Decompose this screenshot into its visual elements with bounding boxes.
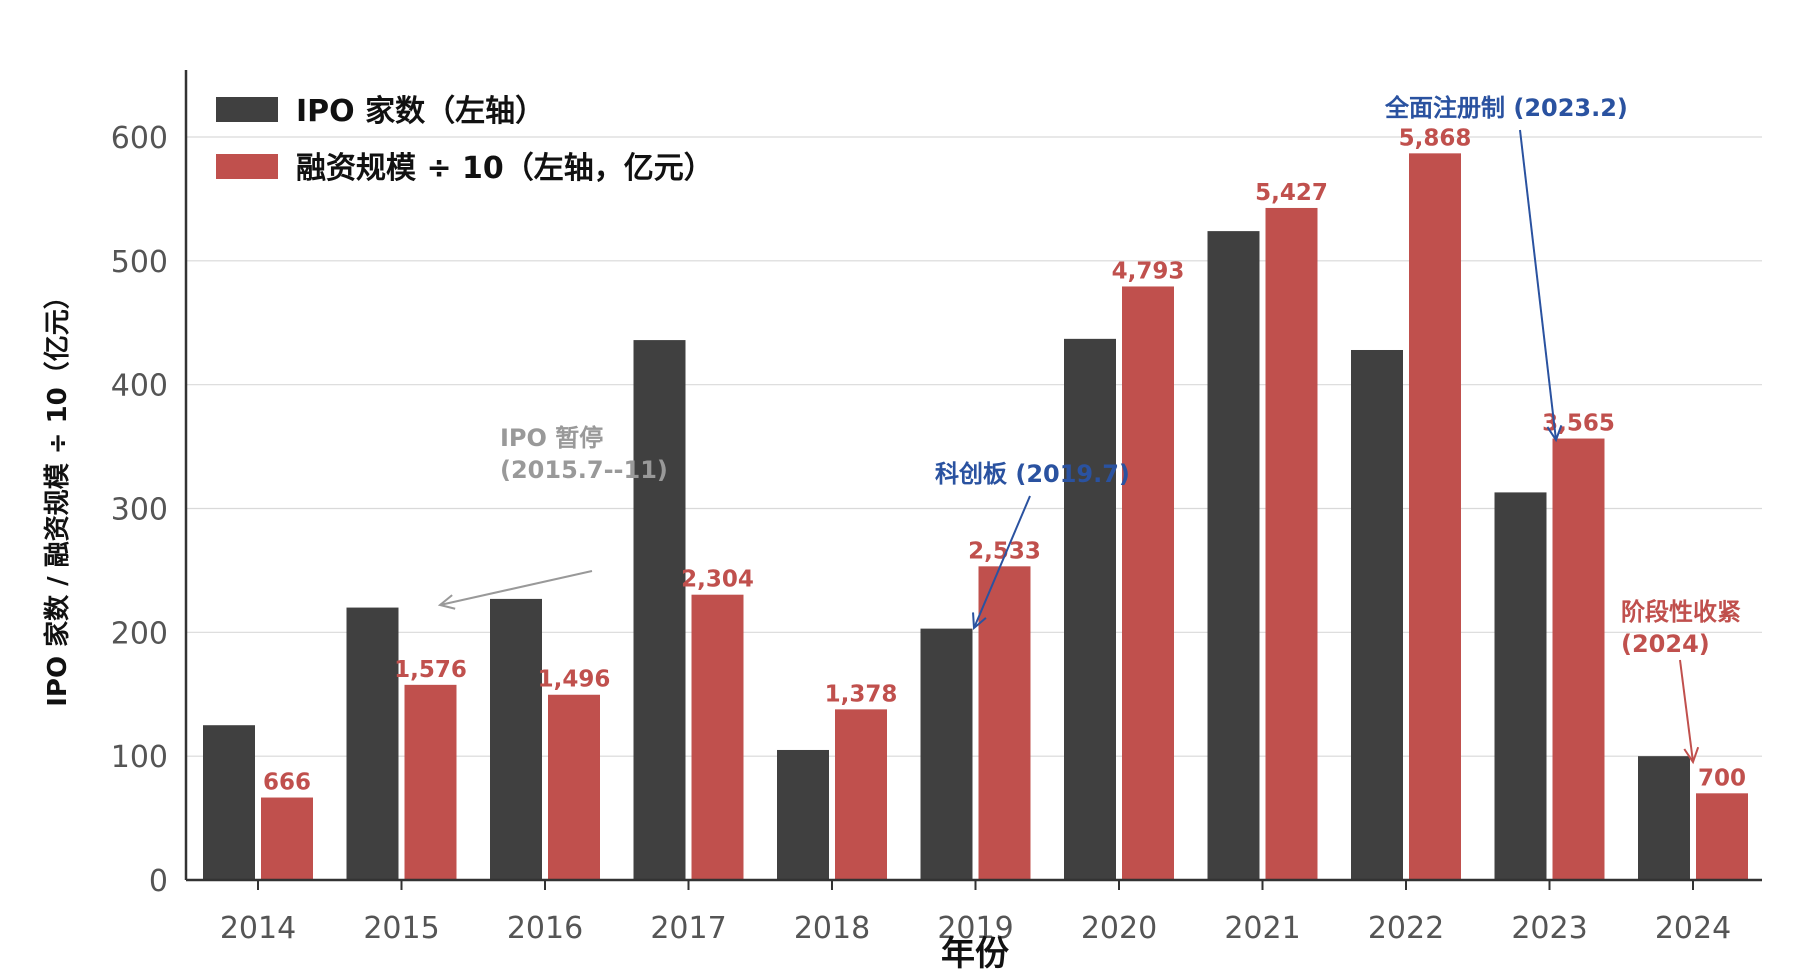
y-tick-label: 300 xyxy=(111,493,168,528)
bar-ipo-count-2014 xyxy=(203,725,255,880)
annotation-ipo-suspension-text: (2015.7--11) xyxy=(500,456,668,484)
annotation-tightening-text: (2024) xyxy=(1621,630,1710,658)
x-axis-title: 年份 xyxy=(941,934,1009,974)
data-label-financing: 700 xyxy=(1698,765,1746,791)
bars xyxy=(203,153,1748,881)
bar-financing-2014 xyxy=(261,797,313,880)
arrow-head-icon xyxy=(972,612,987,631)
bar-financing-2017 xyxy=(691,594,744,880)
arrow-head-icon xyxy=(1546,424,1563,443)
arrow-head-icon xyxy=(1683,746,1700,765)
bar-financing-2022 xyxy=(1409,153,1461,880)
bar-financing-2023 xyxy=(1552,438,1605,880)
data-label-financing: 1,496 xyxy=(538,667,611,693)
legend-label-ipo-count: IPO 家数（左轴） xyxy=(296,94,545,129)
data-label-financing: 1,576 xyxy=(394,657,467,683)
y-tick-label: 500 xyxy=(111,245,168,280)
y-axis-title: IPO 家数 / 融资规模 ÷ 10（亿元） xyxy=(42,283,73,707)
x-tick-label: 2018 xyxy=(794,911,870,946)
bar-ipo-count-2018 xyxy=(777,749,829,880)
x-tick-label: 2023 xyxy=(1511,911,1587,946)
data-labels: 666 1,576 1,496 2,304 1,378 2,533 4,793 5,427 5,… xyxy=(263,125,1746,795)
annotation-ipo-suspension-arrow-line xyxy=(439,570,593,606)
x-tick-label: 2024 xyxy=(1655,911,1731,946)
data-label-financing: 1,378 xyxy=(825,681,898,707)
bar-ipo-count-2016 xyxy=(490,598,542,880)
x-tick-label: 2017 xyxy=(650,911,726,946)
data-label-financing: 2,304 xyxy=(681,567,754,593)
annotation-tightening-arrow-line xyxy=(1679,659,1694,763)
x-tick-label: 2014 xyxy=(220,911,296,946)
y-tick-label: 100 xyxy=(111,740,168,775)
bar-ipo-count-2021 xyxy=(1207,231,1260,880)
bar-ipo-count-2022 xyxy=(1351,349,1403,880)
y-tick-label: 200 xyxy=(111,616,168,651)
annotation-full-registration: 全面注册制 (2023.2) xyxy=(1384,94,1628,443)
annotation-ipo-suspension-text: IPO 暂停 xyxy=(500,424,603,452)
bar-financing-2018 xyxy=(835,709,887,880)
data-label-financing: 5,427 xyxy=(1255,180,1328,206)
bar-financing-2016 xyxy=(548,694,600,880)
bar-ipo-count-2023 xyxy=(1494,492,1547,880)
bar-ipo-count-2015 xyxy=(346,607,399,880)
annotation-full-registration-arrow-line xyxy=(1519,129,1557,441)
x-tick-label: 2016 xyxy=(507,911,583,946)
axes: 0 100 200 300 400 500 600 2014 2015 2016 2017 2018 2… xyxy=(111,70,1762,946)
x-tick-label: 2021 xyxy=(1224,911,1300,946)
annotation-full-registration-text: 全面注册制 (2023.2) xyxy=(1384,94,1628,122)
data-label-financing: 5,868 xyxy=(1399,125,1472,151)
bar-ipo-count-2019 xyxy=(920,628,973,880)
legend-swatch-ipo-count xyxy=(216,97,278,122)
bar-financing-2021 xyxy=(1265,207,1318,881)
data-label-financing: 4,793 xyxy=(1112,258,1185,284)
bar-financing-2024 xyxy=(1696,793,1748,880)
y-tick-label: 400 xyxy=(111,369,168,404)
annotation-star-market-text: 科创板 (2019.7) xyxy=(935,460,1130,488)
bar-ipo-count-2024 xyxy=(1638,756,1690,880)
annotation-star-market-arrow-line xyxy=(973,495,1031,629)
annotations: IPO 暂停 (2015.7--11) 科创板 (2019.7) 全面注册制 (202… xyxy=(437,94,1741,765)
bar-financing-2019 xyxy=(978,566,1031,880)
y-tick-label: 600 xyxy=(111,121,168,156)
x-tick-label: 2022 xyxy=(1368,911,1444,946)
bar-ipo-count-2020 xyxy=(1064,338,1116,880)
bar-financing-2020 xyxy=(1122,286,1174,881)
x-tick-label: 2019 xyxy=(937,911,1013,946)
annotation-star-market: 科创板 (2019.7) xyxy=(935,460,1130,631)
data-label-financing: 2,533 xyxy=(968,538,1041,564)
bar-financing-2015 xyxy=(404,684,457,880)
annotation-ipo-suspension: IPO 暂停 (2015.7--11) xyxy=(437,424,668,610)
legend-label-financing: 融资规模 ÷ 10（左轴，亿元） xyxy=(296,151,714,186)
arrow-head-icon xyxy=(437,594,456,610)
data-label-financing: 666 xyxy=(263,770,311,796)
annotation-tightening: 阶段性收紧 (2024) xyxy=(1621,598,1741,765)
x-tick-label: 2020 xyxy=(1081,911,1157,946)
legend: IPO 家数（左轴） 融资规模 ÷ 10（左轴，亿元） xyxy=(216,94,714,186)
y-tick-label: 0 xyxy=(149,864,168,899)
legend-swatch-financing xyxy=(216,154,278,179)
bar-ipo-count-2017 xyxy=(633,340,686,880)
annotation-tightening-text: 阶段性收紧 xyxy=(1621,598,1741,626)
x-tick-label: 2015 xyxy=(363,911,439,946)
